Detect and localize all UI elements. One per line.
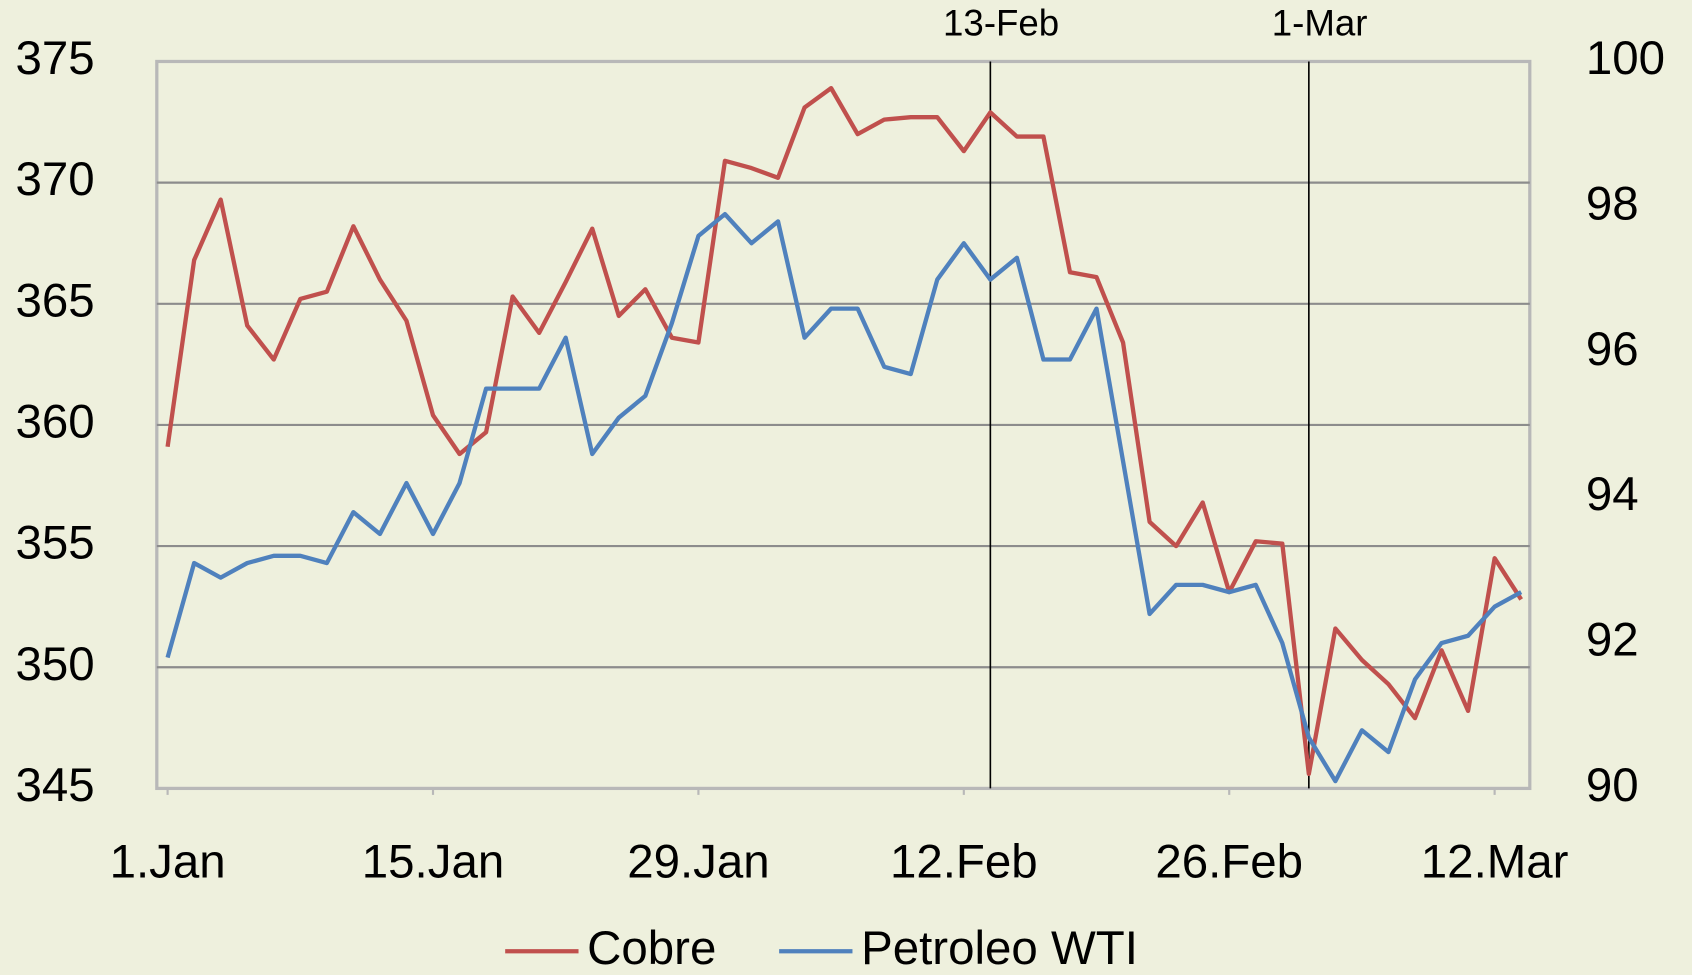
- y2-tick-label: 92: [1586, 614, 1639, 667]
- series-line: [165, 211, 1523, 784]
- y-tick-label: 360: [16, 395, 95, 448]
- x-tick-label: 12.Feb: [890, 836, 1038, 889]
- y2-tick-label: 98: [1586, 177, 1639, 230]
- y-tick-label: 345: [16, 759, 95, 812]
- x-tick-label: 1.Jan: [110, 836, 226, 889]
- y2-tick-label: 96: [1586, 323, 1639, 376]
- annotation-label: 1-Mar: [1272, 3, 1368, 44]
- y-tick-label: 350: [16, 638, 95, 691]
- y-tick-label: 375: [16, 32, 95, 85]
- annotation-label: 13-Feb: [943, 3, 1059, 44]
- x-tick-label: 29.Jan: [627, 836, 769, 889]
- legend-label: Cobre: [587, 922, 716, 975]
- y-tick-label: 355: [16, 517, 95, 570]
- legend-label: Petroleo WTI: [861, 922, 1138, 975]
- y-tick-label: 370: [16, 153, 95, 206]
- x-tick-label: 12.Mar: [1421, 836, 1569, 889]
- y2-tick-label: 100: [1586, 32, 1665, 85]
- y2-tick-label: 90: [1586, 759, 1639, 812]
- x-tick-label: 15.Jan: [362, 836, 504, 889]
- series-line: [165, 85, 1523, 777]
- y-tick-label: 365: [16, 274, 95, 327]
- y2-tick-label: 94: [1586, 468, 1639, 521]
- x-tick-label: 26.Feb: [1155, 836, 1303, 889]
